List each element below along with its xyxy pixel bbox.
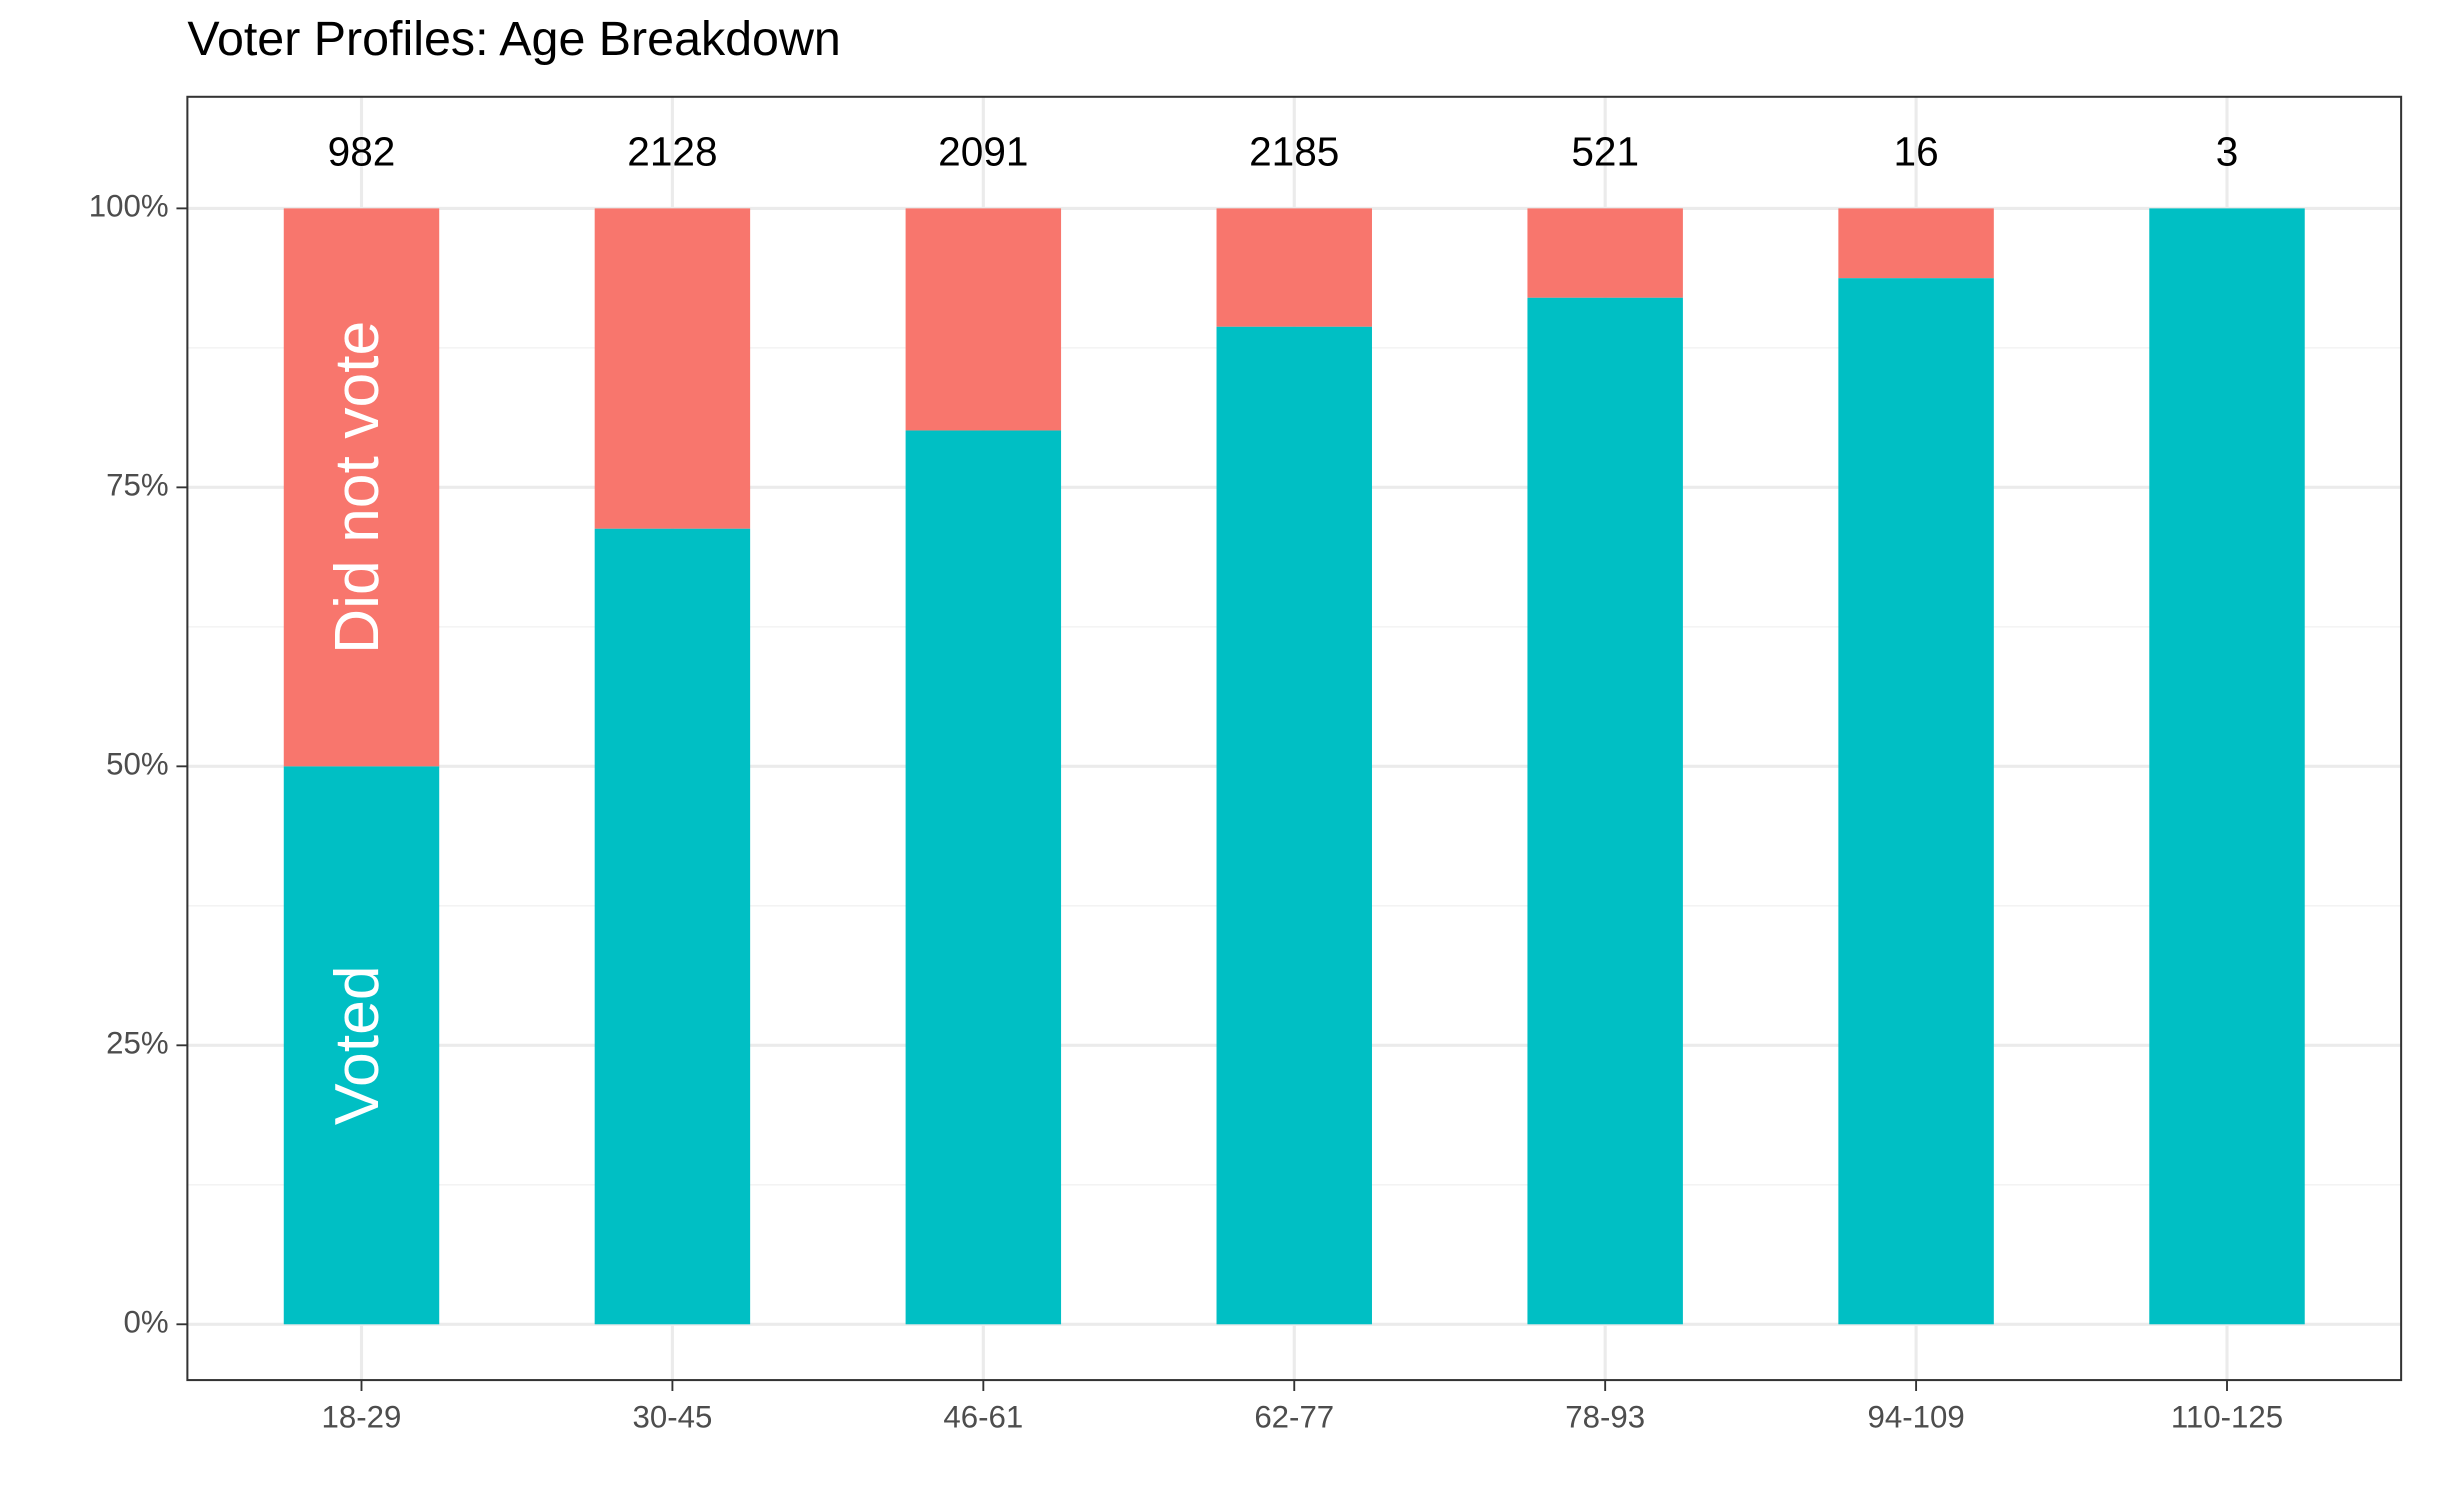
x-tick-label: 78-93 — [1565, 1399, 1645, 1434]
y-tick-label: 25% — [106, 1026, 168, 1061]
count-label: 3 — [2216, 128, 2239, 174]
x-tick-label: 46-61 — [943, 1399, 1023, 1434]
bar-segment — [1838, 208, 1994, 279]
bar-segment — [2149, 208, 2305, 1325]
series-label: Did not vote — [322, 321, 392, 654]
x-tick-label: 94-109 — [1867, 1399, 1964, 1434]
bar-segment — [594, 208, 751, 529]
y-tick-label: 50% — [106, 747, 168, 782]
chart-title: Voter Profiles: Age Breakdown — [187, 12, 840, 66]
count-label: 982 — [328, 128, 396, 174]
bar-segment — [1216, 208, 1372, 327]
series-label: Voted — [322, 965, 392, 1125]
bar-segment — [1838, 278, 1994, 1325]
bar-segment — [1216, 326, 1372, 1325]
bar-segment — [283, 766, 440, 1325]
x-tick-label: 110-125 — [2171, 1399, 2283, 1434]
count-label: 2128 — [627, 128, 717, 174]
y-tick-label: 0% — [124, 1305, 169, 1340]
bar-segment — [594, 528, 751, 1325]
y-tick-label: 100% — [89, 189, 169, 224]
count-label: 2091 — [938, 128, 1028, 174]
x-tick-label: 62-77 — [1254, 1399, 1334, 1434]
count-label: 16 — [1894, 128, 1939, 174]
count-label: 2185 — [1249, 128, 1339, 174]
bar-segment — [283, 208, 440, 767]
x-tick-label: 18-29 — [322, 1399, 402, 1434]
bar-segment — [1527, 297, 1683, 1325]
bar-segment — [905, 208, 1062, 431]
y-tick-label: 75% — [106, 468, 168, 503]
bar-segment — [905, 430, 1062, 1325]
x-tick-label: 30-45 — [632, 1399, 712, 1434]
panel-border — [186, 95, 2403, 1382]
count-label: 521 — [1571, 128, 1639, 174]
bar-segment — [1527, 208, 1683, 298]
